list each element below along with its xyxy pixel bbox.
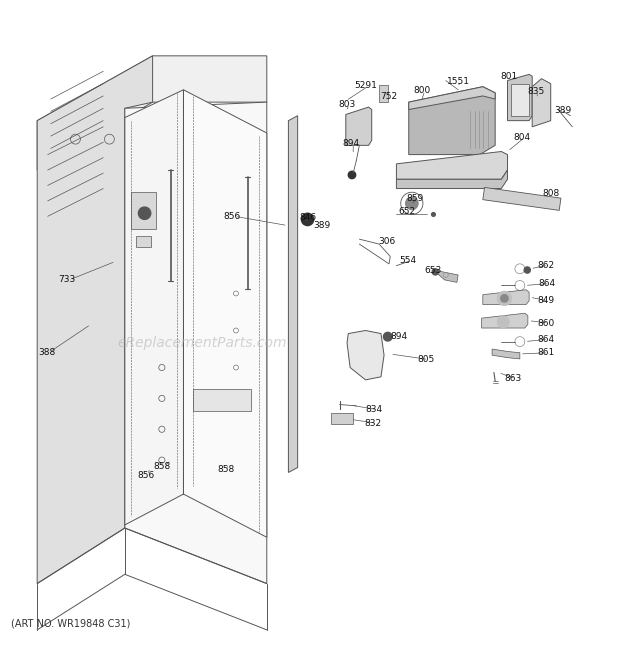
Polygon shape xyxy=(482,313,528,328)
Text: 856: 856 xyxy=(137,471,154,480)
Circle shape xyxy=(501,295,508,302)
Text: 856: 856 xyxy=(224,212,241,221)
Text: 808: 808 xyxy=(542,189,559,198)
Text: 835: 835 xyxy=(527,87,544,96)
Bar xyxy=(131,192,156,229)
Text: 554: 554 xyxy=(399,256,417,265)
Polygon shape xyxy=(125,102,267,584)
Polygon shape xyxy=(409,87,495,110)
Text: 832: 832 xyxy=(365,418,381,428)
Text: 752: 752 xyxy=(380,92,397,101)
Text: 389: 389 xyxy=(314,221,331,230)
Circle shape xyxy=(524,267,530,273)
Text: 864: 864 xyxy=(537,334,554,344)
Polygon shape xyxy=(532,79,551,127)
Polygon shape xyxy=(347,330,384,380)
Text: 846: 846 xyxy=(299,213,317,222)
Polygon shape xyxy=(433,270,458,282)
Bar xyxy=(331,413,353,424)
Text: 849: 849 xyxy=(537,296,554,305)
Text: 1551: 1551 xyxy=(447,77,470,86)
Polygon shape xyxy=(184,90,267,537)
Bar xyxy=(136,236,151,247)
Text: 894: 894 xyxy=(390,332,407,341)
Text: 858: 858 xyxy=(218,465,234,475)
Circle shape xyxy=(432,213,435,216)
Text: 652: 652 xyxy=(398,208,415,217)
Text: 389: 389 xyxy=(554,106,572,114)
Text: 858: 858 xyxy=(153,462,170,471)
Circle shape xyxy=(348,171,356,178)
Text: 653: 653 xyxy=(425,266,442,275)
Polygon shape xyxy=(396,170,508,188)
Polygon shape xyxy=(37,56,267,170)
Bar xyxy=(483,188,561,210)
Polygon shape xyxy=(288,116,298,473)
Polygon shape xyxy=(483,290,529,305)
Polygon shape xyxy=(125,90,184,525)
Bar xyxy=(379,85,388,102)
Text: 801: 801 xyxy=(500,71,517,81)
Text: 5291: 5291 xyxy=(355,81,378,90)
Circle shape xyxy=(138,207,151,219)
Circle shape xyxy=(383,332,392,341)
Text: 803: 803 xyxy=(339,100,356,109)
Text: eReplacementParts.com: eReplacementParts.com xyxy=(117,336,286,350)
Polygon shape xyxy=(346,107,372,145)
Circle shape xyxy=(432,269,438,275)
Polygon shape xyxy=(508,74,532,121)
Circle shape xyxy=(301,214,314,225)
Text: 306: 306 xyxy=(378,237,395,246)
Polygon shape xyxy=(409,87,495,155)
Text: 863: 863 xyxy=(505,374,521,383)
Text: 859: 859 xyxy=(406,194,423,203)
Text: 862: 862 xyxy=(537,260,554,270)
Polygon shape xyxy=(511,83,529,116)
Text: 804: 804 xyxy=(514,133,531,142)
Text: 860: 860 xyxy=(537,319,554,328)
Circle shape xyxy=(497,316,510,328)
Text: 894: 894 xyxy=(342,139,359,148)
Text: 800: 800 xyxy=(414,86,431,95)
Circle shape xyxy=(497,291,512,306)
Text: 861: 861 xyxy=(537,348,554,357)
Text: 805: 805 xyxy=(417,355,435,364)
Text: 733: 733 xyxy=(58,276,76,284)
Bar xyxy=(193,389,251,410)
Polygon shape xyxy=(396,151,508,179)
Text: 864: 864 xyxy=(538,279,556,288)
Polygon shape xyxy=(492,349,520,359)
Text: 834: 834 xyxy=(366,405,383,414)
Text: 388: 388 xyxy=(38,348,56,356)
Text: (ART NO. WR19848 C31): (ART NO. WR19848 C31) xyxy=(11,619,130,629)
Circle shape xyxy=(405,197,418,210)
Polygon shape xyxy=(37,56,153,584)
